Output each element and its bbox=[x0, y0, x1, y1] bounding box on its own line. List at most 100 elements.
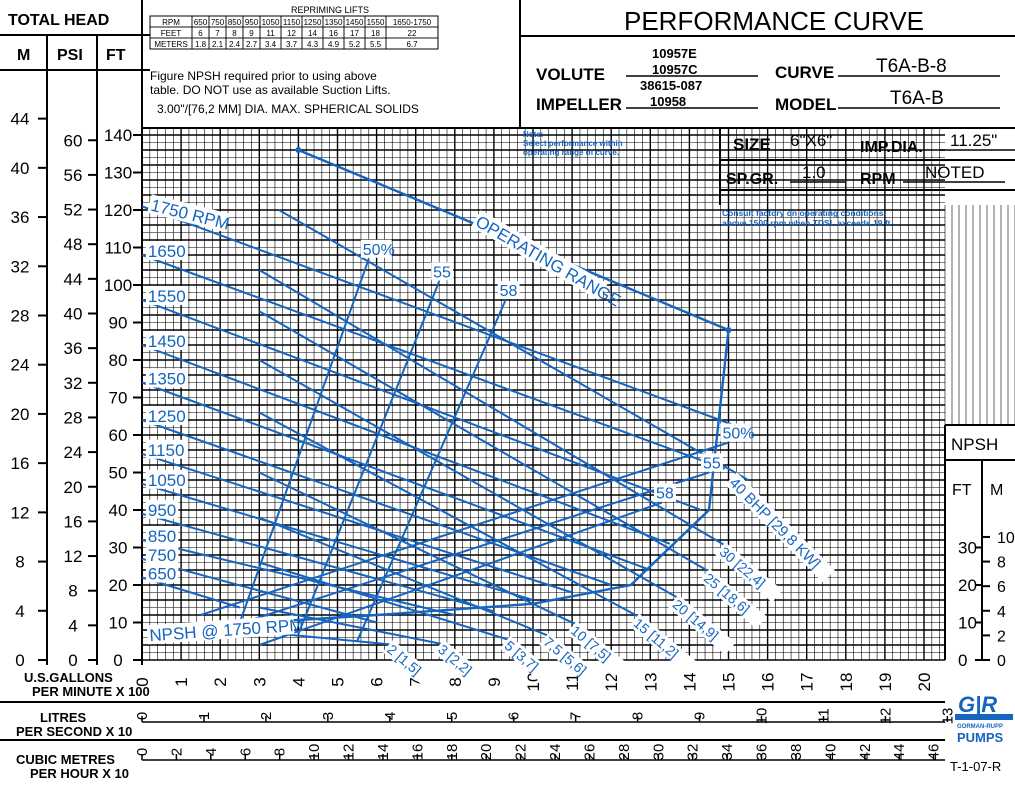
cmh-tick-label: 2 bbox=[168, 748, 185, 756]
repriming-note-1: Figure NPSH required prior to using abov… bbox=[150, 69, 377, 83]
repriming-cell-text: 22 bbox=[408, 29, 417, 38]
m-tick-label: 24 bbox=[11, 356, 30, 375]
impeller-value-1: 38615-087 bbox=[640, 78, 702, 93]
logo-line-1: GORMAN-RUPP bbox=[957, 724, 1003, 730]
cmh-tick-label: 36 bbox=[754, 744, 771, 761]
repriming-note-2: table. DO NOT use as available Suction L… bbox=[150, 83, 391, 97]
ft-tick-label: 90 bbox=[109, 314, 128, 333]
lps-tick-label: 6 bbox=[506, 712, 523, 720]
psi-tick-label: 48 bbox=[64, 235, 83, 254]
npsh-m-tick-label: 2 bbox=[997, 628, 1006, 645]
curve-label: CURVE bbox=[775, 63, 834, 82]
cmh-tick-label: 8 bbox=[272, 748, 289, 756]
repriming-cell-text: 6 bbox=[198, 29, 203, 38]
repriming-cell-text: FEET bbox=[161, 29, 182, 38]
psi-tick-label: 52 bbox=[64, 201, 83, 220]
npsh-m-tick-label: 6 bbox=[997, 579, 1006, 596]
repriming-cell-text: 1050 bbox=[262, 18, 280, 27]
repriming-cell-text: 2.4 bbox=[229, 40, 241, 49]
npsh-m-tick-label: 8 bbox=[997, 555, 1006, 572]
ft-tick-label: 120 bbox=[104, 201, 132, 220]
npsh-ft-tick-label: 20 bbox=[958, 576, 977, 595]
series-label: 1650 bbox=[148, 242, 186, 261]
logo-line-2: PUMPS bbox=[957, 730, 1004, 745]
series-label-bg bbox=[699, 568, 767, 629]
gpm-tick-label: 12 bbox=[602, 673, 621, 692]
axes: 0102030405060708090100110120130140048121… bbox=[11, 110, 1015, 761]
gpm-tick-label: 20 bbox=[915, 673, 934, 692]
repriming-cell-text: 1150 bbox=[283, 18, 301, 27]
cmh-tick-label: 46 bbox=[926, 744, 943, 761]
repriming-cell-text: 11 bbox=[266, 29, 275, 38]
operating-range-start-marker bbox=[295, 147, 302, 153]
series-label-bg bbox=[566, 621, 628, 677]
series-label-bg bbox=[654, 483, 676, 502]
gpm-tick-label: 14 bbox=[680, 673, 699, 692]
npsh-m-tick-label: 0 bbox=[997, 653, 1006, 670]
series-label: 55 bbox=[433, 264, 451, 281]
lps-tick-label: 5 bbox=[444, 712, 461, 720]
cmh-tick-label: 44 bbox=[891, 744, 908, 761]
series-line bbox=[141, 254, 725, 470]
ft-tick-label: 50 bbox=[109, 464, 128, 483]
series-line bbox=[219, 471, 710, 631]
repriming-cell-text: 5.2 bbox=[349, 40, 361, 49]
psi-column-label: PSI bbox=[57, 47, 83, 64]
header: TOTAL HEAD M PSI FT PERFORMANCE CURVE VO… bbox=[8, 6, 1015, 188]
series-label: 950 bbox=[148, 501, 176, 520]
lps-tick-label: 2 bbox=[258, 712, 275, 720]
psi-tick-label: 16 bbox=[64, 512, 83, 531]
series-line bbox=[258, 359, 683, 601]
repriming-cell-text: 7 bbox=[215, 29, 220, 38]
gpm-tick-label: 11 bbox=[563, 673, 582, 691]
cmh-tick-label: 22 bbox=[513, 744, 530, 761]
repriming-cell-text: 1650-1750 bbox=[393, 18, 432, 27]
gpm-axis-label-1: U.S.GALLONS bbox=[24, 670, 113, 685]
series-line bbox=[141, 539, 456, 616]
gpm-tick-label: 15 bbox=[720, 673, 739, 692]
series-label-bg bbox=[145, 406, 188, 425]
series-label: 50% bbox=[363, 242, 395, 259]
series-line bbox=[141, 557, 377, 624]
series-line bbox=[259, 606, 448, 646]
cmh-tick-label: 0 bbox=[134, 748, 151, 756]
cmh-axis-label-1: CUBIC METRES bbox=[16, 752, 115, 767]
gpm-tick-label: 4 bbox=[289, 677, 308, 686]
m-tick-label: 0 bbox=[15, 651, 24, 670]
series-label: 50% bbox=[723, 426, 755, 443]
repriming-cell-text: 1550 bbox=[367, 18, 385, 27]
cmh-tick-label: 30 bbox=[650, 744, 667, 761]
series-line bbox=[141, 452, 573, 594]
lps-tick-label: 3 bbox=[320, 712, 337, 720]
series-label-bg bbox=[539, 632, 607, 693]
repriming-note-3: 3.00"/[76,2 MM] DIA. MAX. SPHERICAL SOLI… bbox=[157, 102, 419, 116]
series-line bbox=[258, 471, 581, 628]
series-line bbox=[141, 381, 651, 571]
size-value: 6"X6" bbox=[790, 131, 832, 150]
series-label-bg bbox=[145, 331, 188, 350]
series-label-bg bbox=[629, 613, 697, 674]
gpm-tick-label: 18 bbox=[837, 673, 856, 692]
series-line bbox=[141, 512, 495, 613]
npsh-title: NPSH bbox=[951, 435, 998, 454]
repriming-cell-text: 1450 bbox=[346, 18, 364, 27]
lps-tick-label: 9 bbox=[692, 712, 709, 720]
cmh-tick-label: 28 bbox=[616, 744, 633, 761]
series-label: 1050 bbox=[148, 471, 186, 490]
repriming-cell-text: 850 bbox=[228, 18, 242, 27]
lps-tick-label: 0 bbox=[134, 712, 151, 720]
gpm-tick-label: 8 bbox=[446, 677, 465, 686]
series-label-bg bbox=[720, 423, 752, 442]
lps-tick-label: 8 bbox=[630, 712, 647, 720]
series-label-bg bbox=[433, 639, 489, 690]
psi-tick-label: 24 bbox=[64, 443, 83, 462]
gpm-tick-label: 0 bbox=[133, 677, 152, 686]
ft-tick-label: 140 bbox=[104, 126, 132, 145]
repriming-cell-text: 2.1 bbox=[212, 40, 224, 49]
lps-tick-label: 12 bbox=[877, 708, 894, 725]
series-line bbox=[297, 280, 441, 635]
series-line bbox=[356, 299, 507, 642]
series-label-bg bbox=[431, 262, 454, 281]
series-label-bg bbox=[145, 499, 179, 519]
